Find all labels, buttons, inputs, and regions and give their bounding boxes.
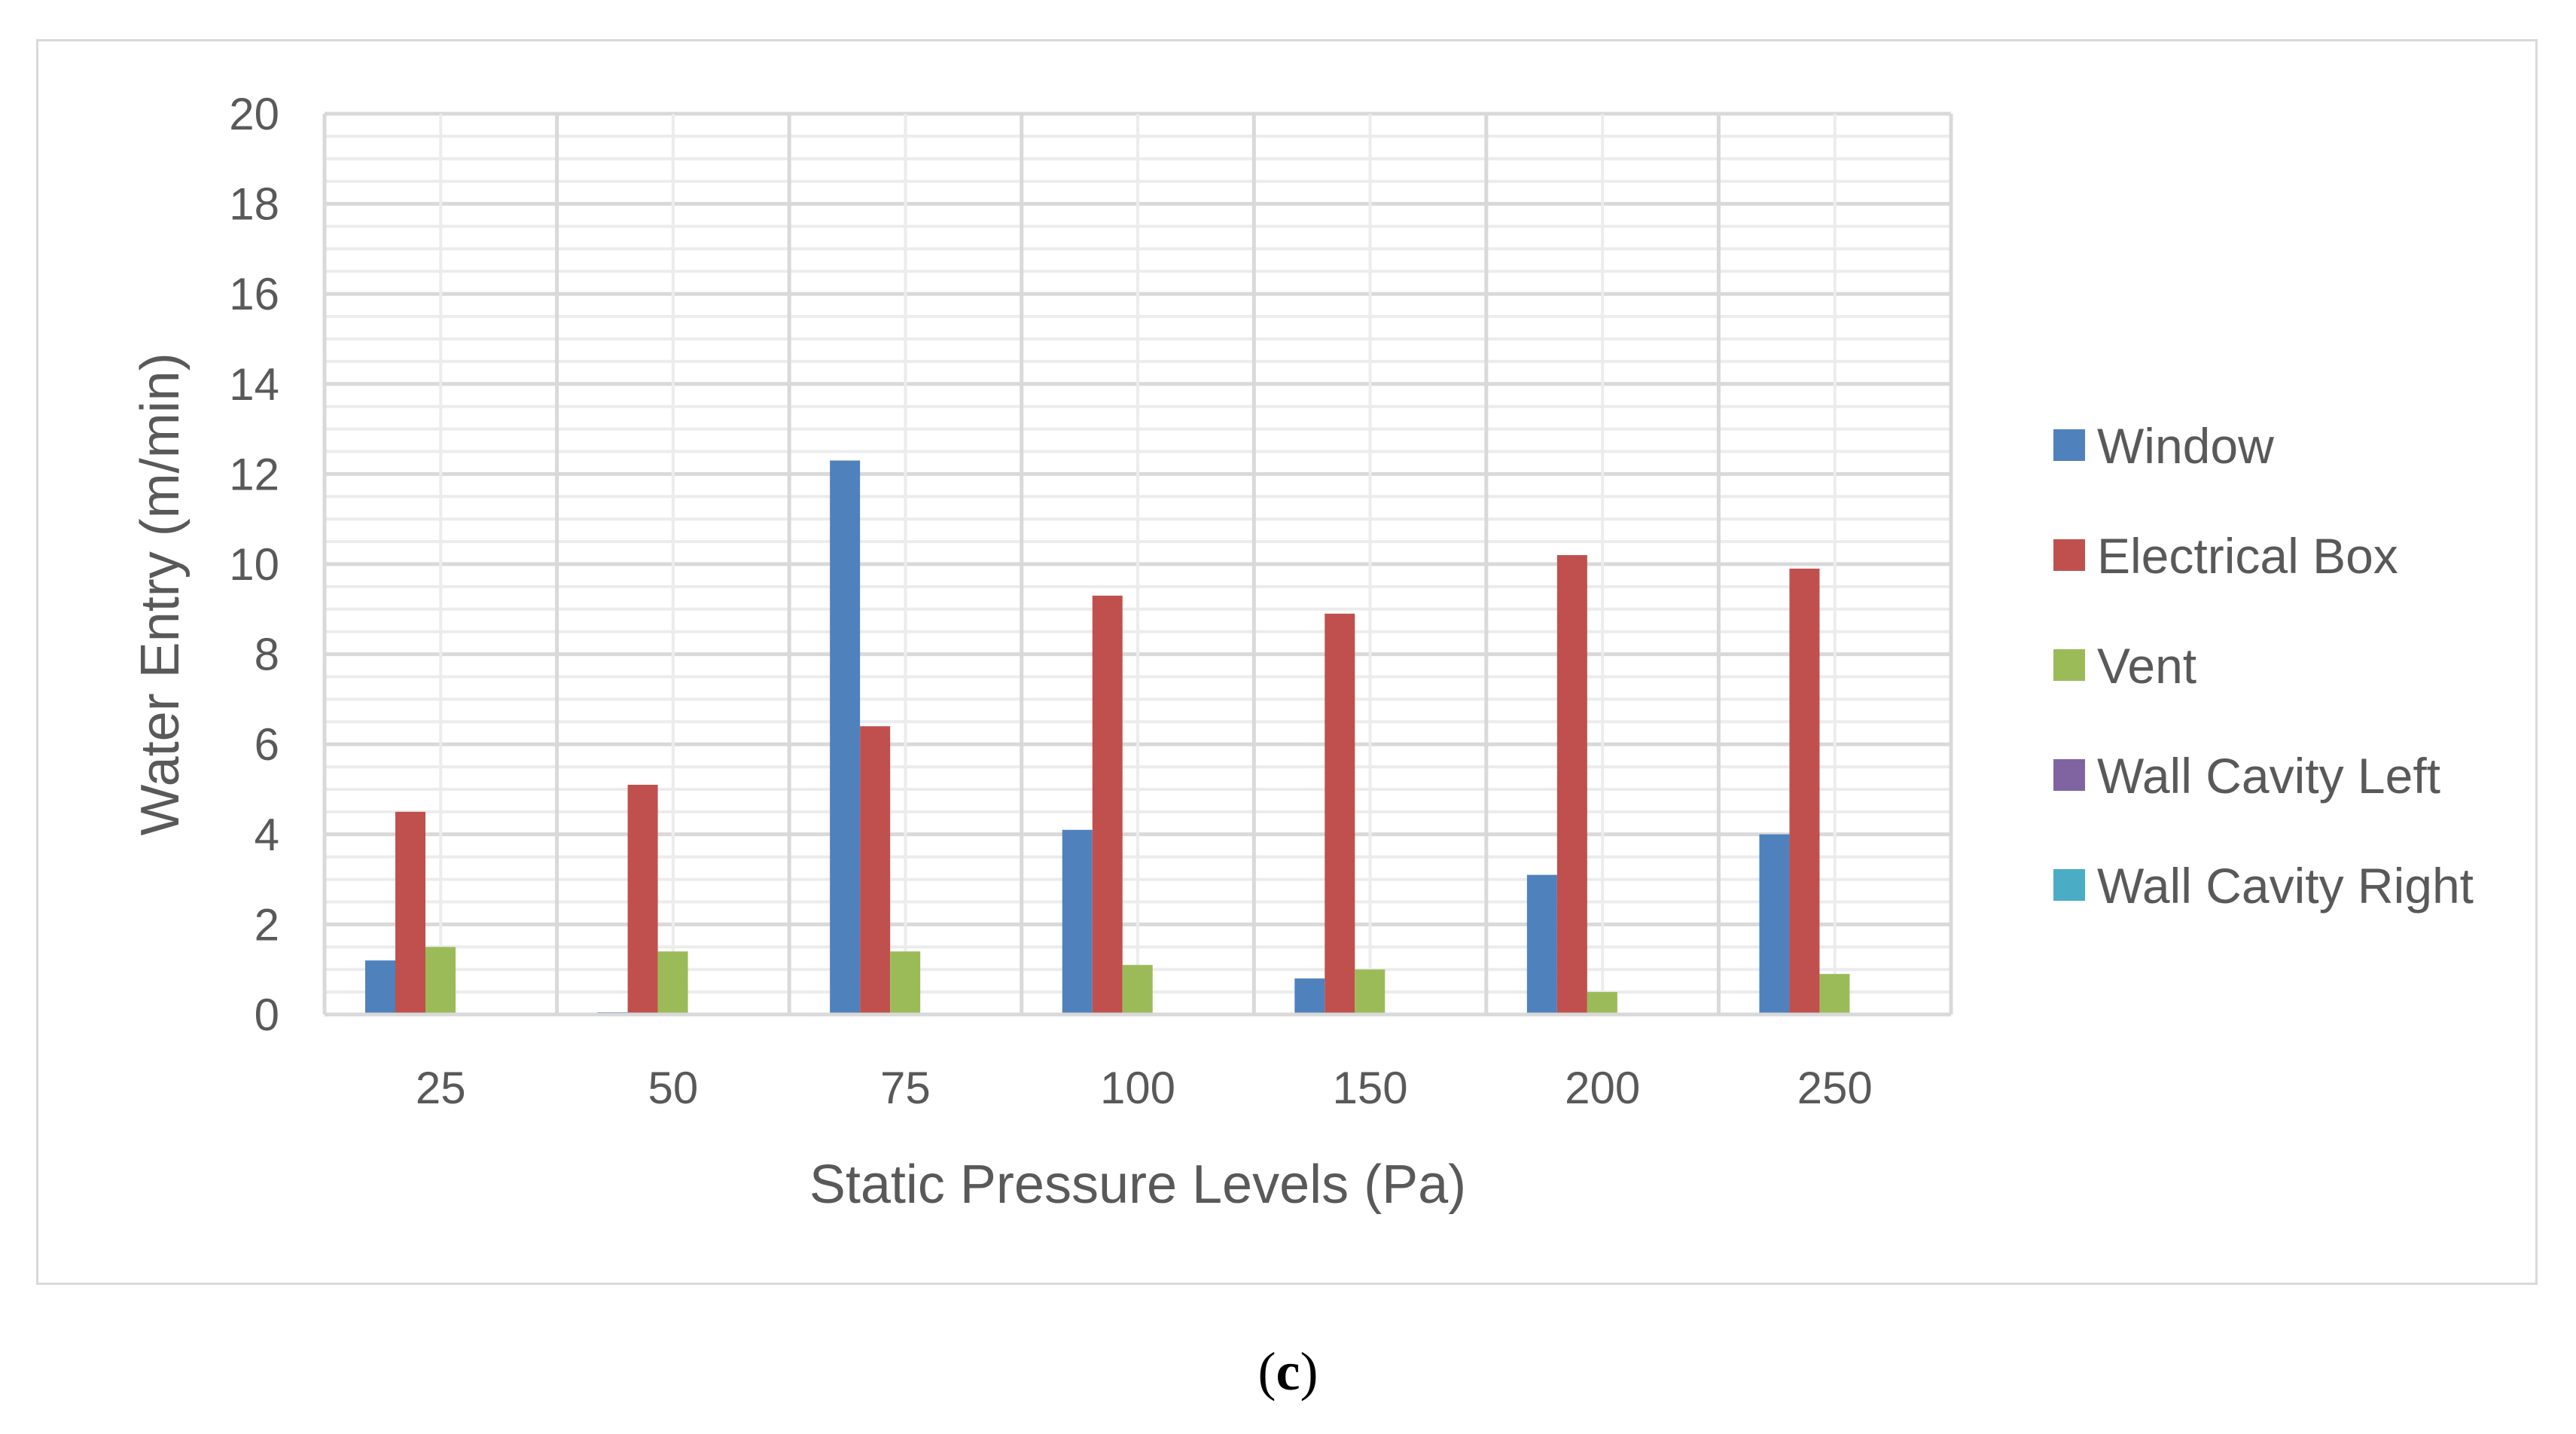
x-tick-label: 25 [416, 1063, 466, 1113]
legend-label-wall-cavity-right: Wall Cavity Right [2097, 858, 2474, 914]
bar-vent-150 [1355, 969, 1386, 1014]
bar-electrical-box-250 [1789, 568, 1820, 1014]
y-tick-label: 0 [255, 990, 279, 1040]
x-tick-label: 50 [648, 1063, 698, 1113]
bar-vent-75 [890, 951, 921, 1014]
y-tick-label: 20 [229, 89, 279, 139]
x-tick-label: 100 [1100, 1063, 1175, 1113]
chart-frame: 0 2 4 6 8 10 12 14 16 18 20 25 50 75 100 150 200 250 Wind… [36, 39, 2538, 1285]
bar-electrical-box-75 [860, 726, 891, 1014]
legend-swatch-window [2053, 429, 2085, 461]
x-tick-label: 150 [1333, 1063, 1408, 1113]
y-tick-label: 16 [229, 269, 279, 319]
y-tick-label: 10 [229, 539, 279, 590]
x-tick-label: 200 [1565, 1063, 1640, 1113]
caption-letter: c [1276, 1341, 1300, 1402]
bar-vent-50 [657, 951, 688, 1014]
bar-window-250 [1759, 834, 1790, 1014]
bar-window-150 [1294, 978, 1325, 1014]
x-tick-label: 75 [880, 1063, 931, 1113]
y-tick-label: 4 [255, 810, 279, 860]
bar-vent-250 [1819, 974, 1850, 1014]
bar-window-25 [365, 960, 395, 1014]
x-tick-label: 250 [1797, 1063, 1873, 1113]
grid-layer [322, 111, 1953, 1017]
legend-swatch-electrical-box [2053, 539, 2085, 571]
y-tick-label: 18 [229, 179, 279, 230]
bar-window-100 [1062, 829, 1093, 1014]
legend-label-wall-cavity-left: Wall Cavity Left [2097, 748, 2440, 804]
x-axis-title: Static Pressure Levels (Pa) [809, 1155, 1466, 1215]
bar-electrical-box-25 [395, 811, 425, 1014]
y-tick-label: 14 [229, 359, 279, 410]
legend-layer: Window Electrical Box Vent Wall Cavity Left… [2053, 418, 2474, 914]
bar-electrical-box-50 [627, 785, 658, 1014]
caption-open: ( [1258, 1341, 1276, 1402]
figure-caption: (c) [0, 1341, 2576, 1403]
legend-swatch-vent [2053, 649, 2085, 681]
bar-electrical-box-150 [1325, 613, 1355, 1014]
legend-swatch-wall-cavity-right [2053, 869, 2085, 901]
caption-close: ) [1300, 1341, 1318, 1402]
bar-vent-25 [425, 947, 456, 1014]
legend-swatch-wall-cavity-left [2053, 759, 2085, 791]
y-tick-label: 2 [255, 899, 279, 950]
bar-window-200 [1526, 874, 1557, 1014]
axis-layer: 0 2 4 6 8 10 12 14 16 18 20 25 50 75 100 150 200 250 [229, 89, 1951, 1113]
y-tick-label: 6 [255, 719, 279, 770]
bar-electrical-box-200 [1556, 555, 1587, 1014]
chart-svg: 0 2 4 6 8 10 12 14 16 18 20 25 50 75 100 150 200 250 Wind… [130, 89, 2474, 1215]
bar-electrical-box-100 [1092, 595, 1123, 1014]
legend-label-window: Window [2097, 418, 2274, 474]
y-axis-title: Water Entry (m/min) [130, 352, 191, 835]
bar-layer [365, 460, 1850, 1014]
bar-vent-200 [1587, 992, 1617, 1014]
bar-window-75 [830, 460, 861, 1014]
bar-vent-100 [1122, 965, 1153, 1014]
y-tick-label: 8 [255, 630, 279, 680]
y-tick-label: 12 [229, 449, 279, 499]
legend-label-vent: Vent [2097, 638, 2196, 694]
legend-label-electrical-box: Electrical Box [2097, 528, 2398, 584]
